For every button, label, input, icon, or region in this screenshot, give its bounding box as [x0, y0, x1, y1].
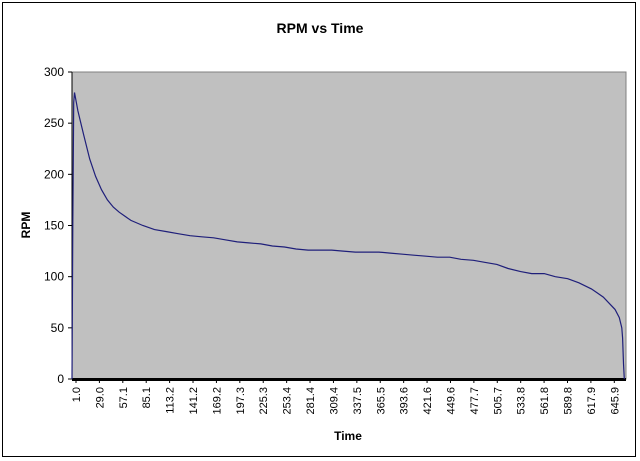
plot-area	[71, 71, 627, 380]
x-tick-label: 1.0	[71, 387, 83, 402]
x-tick-label: 113.2	[165, 387, 177, 414]
y-tick-label: 100	[44, 270, 64, 284]
x-tick-label: 281.4	[305, 387, 317, 415]
x-tick-label: 85.1	[141, 387, 153, 408]
x-tick-label: 477.7	[469, 387, 481, 415]
y-tick-label: 200	[44, 167, 64, 181]
x-tick-label: 141.2	[188, 387, 200, 415]
x-axis-line	[72, 378, 626, 381]
x-tick-label: 561.8	[539, 387, 551, 415]
y-tick-label: 300	[44, 65, 64, 79]
x-tick-label: 589.8	[562, 387, 574, 415]
x-axis-label: Time	[334, 429, 362, 443]
x-tick-label: 533.8	[516, 387, 528, 415]
x-tick-label: 57.1	[118, 387, 130, 408]
x-tick-label: 645.9	[609, 387, 621, 415]
x-tick-label: 309.4	[328, 387, 340, 415]
x-tick-label: 29.0	[94, 387, 106, 408]
x-tick-label: 253.4	[282, 387, 294, 415]
x-tick-label: 449.6	[445, 387, 457, 415]
y-tick-label: 0	[57, 372, 64, 386]
y-axis: 0 50 100 150 200 250 300	[44, 65, 73, 386]
y-tick-label: 250	[44, 116, 64, 130]
rpm-series-line	[71, 92, 625, 380]
x-tick-label: 169.2	[211, 387, 223, 415]
x-tick-label: 421.6	[422, 387, 434, 415]
y-tick-label: 50	[51, 321, 65, 335]
chart-title: RPM vs Time	[277, 20, 364, 36]
x-tick-label: 197.3	[235, 387, 247, 415]
x-tick-label: 393.6	[399, 387, 411, 415]
y-axis-label: RPM	[19, 212, 33, 239]
x-axis: 1.0 29.0 57.1 85.1 113.2 141.2 169.2 197.3 225.3…	[71, 378, 626, 415]
x-tick-label: 505.7	[492, 387, 504, 415]
x-tick-label: 617.9	[586, 387, 598, 415]
x-tick-label: 365.5	[375, 387, 387, 415]
x-tick-label: 337.5	[352, 387, 364, 415]
y-tick-label: 150	[44, 219, 64, 233]
x-tick-label: 225.3	[258, 387, 270, 415]
